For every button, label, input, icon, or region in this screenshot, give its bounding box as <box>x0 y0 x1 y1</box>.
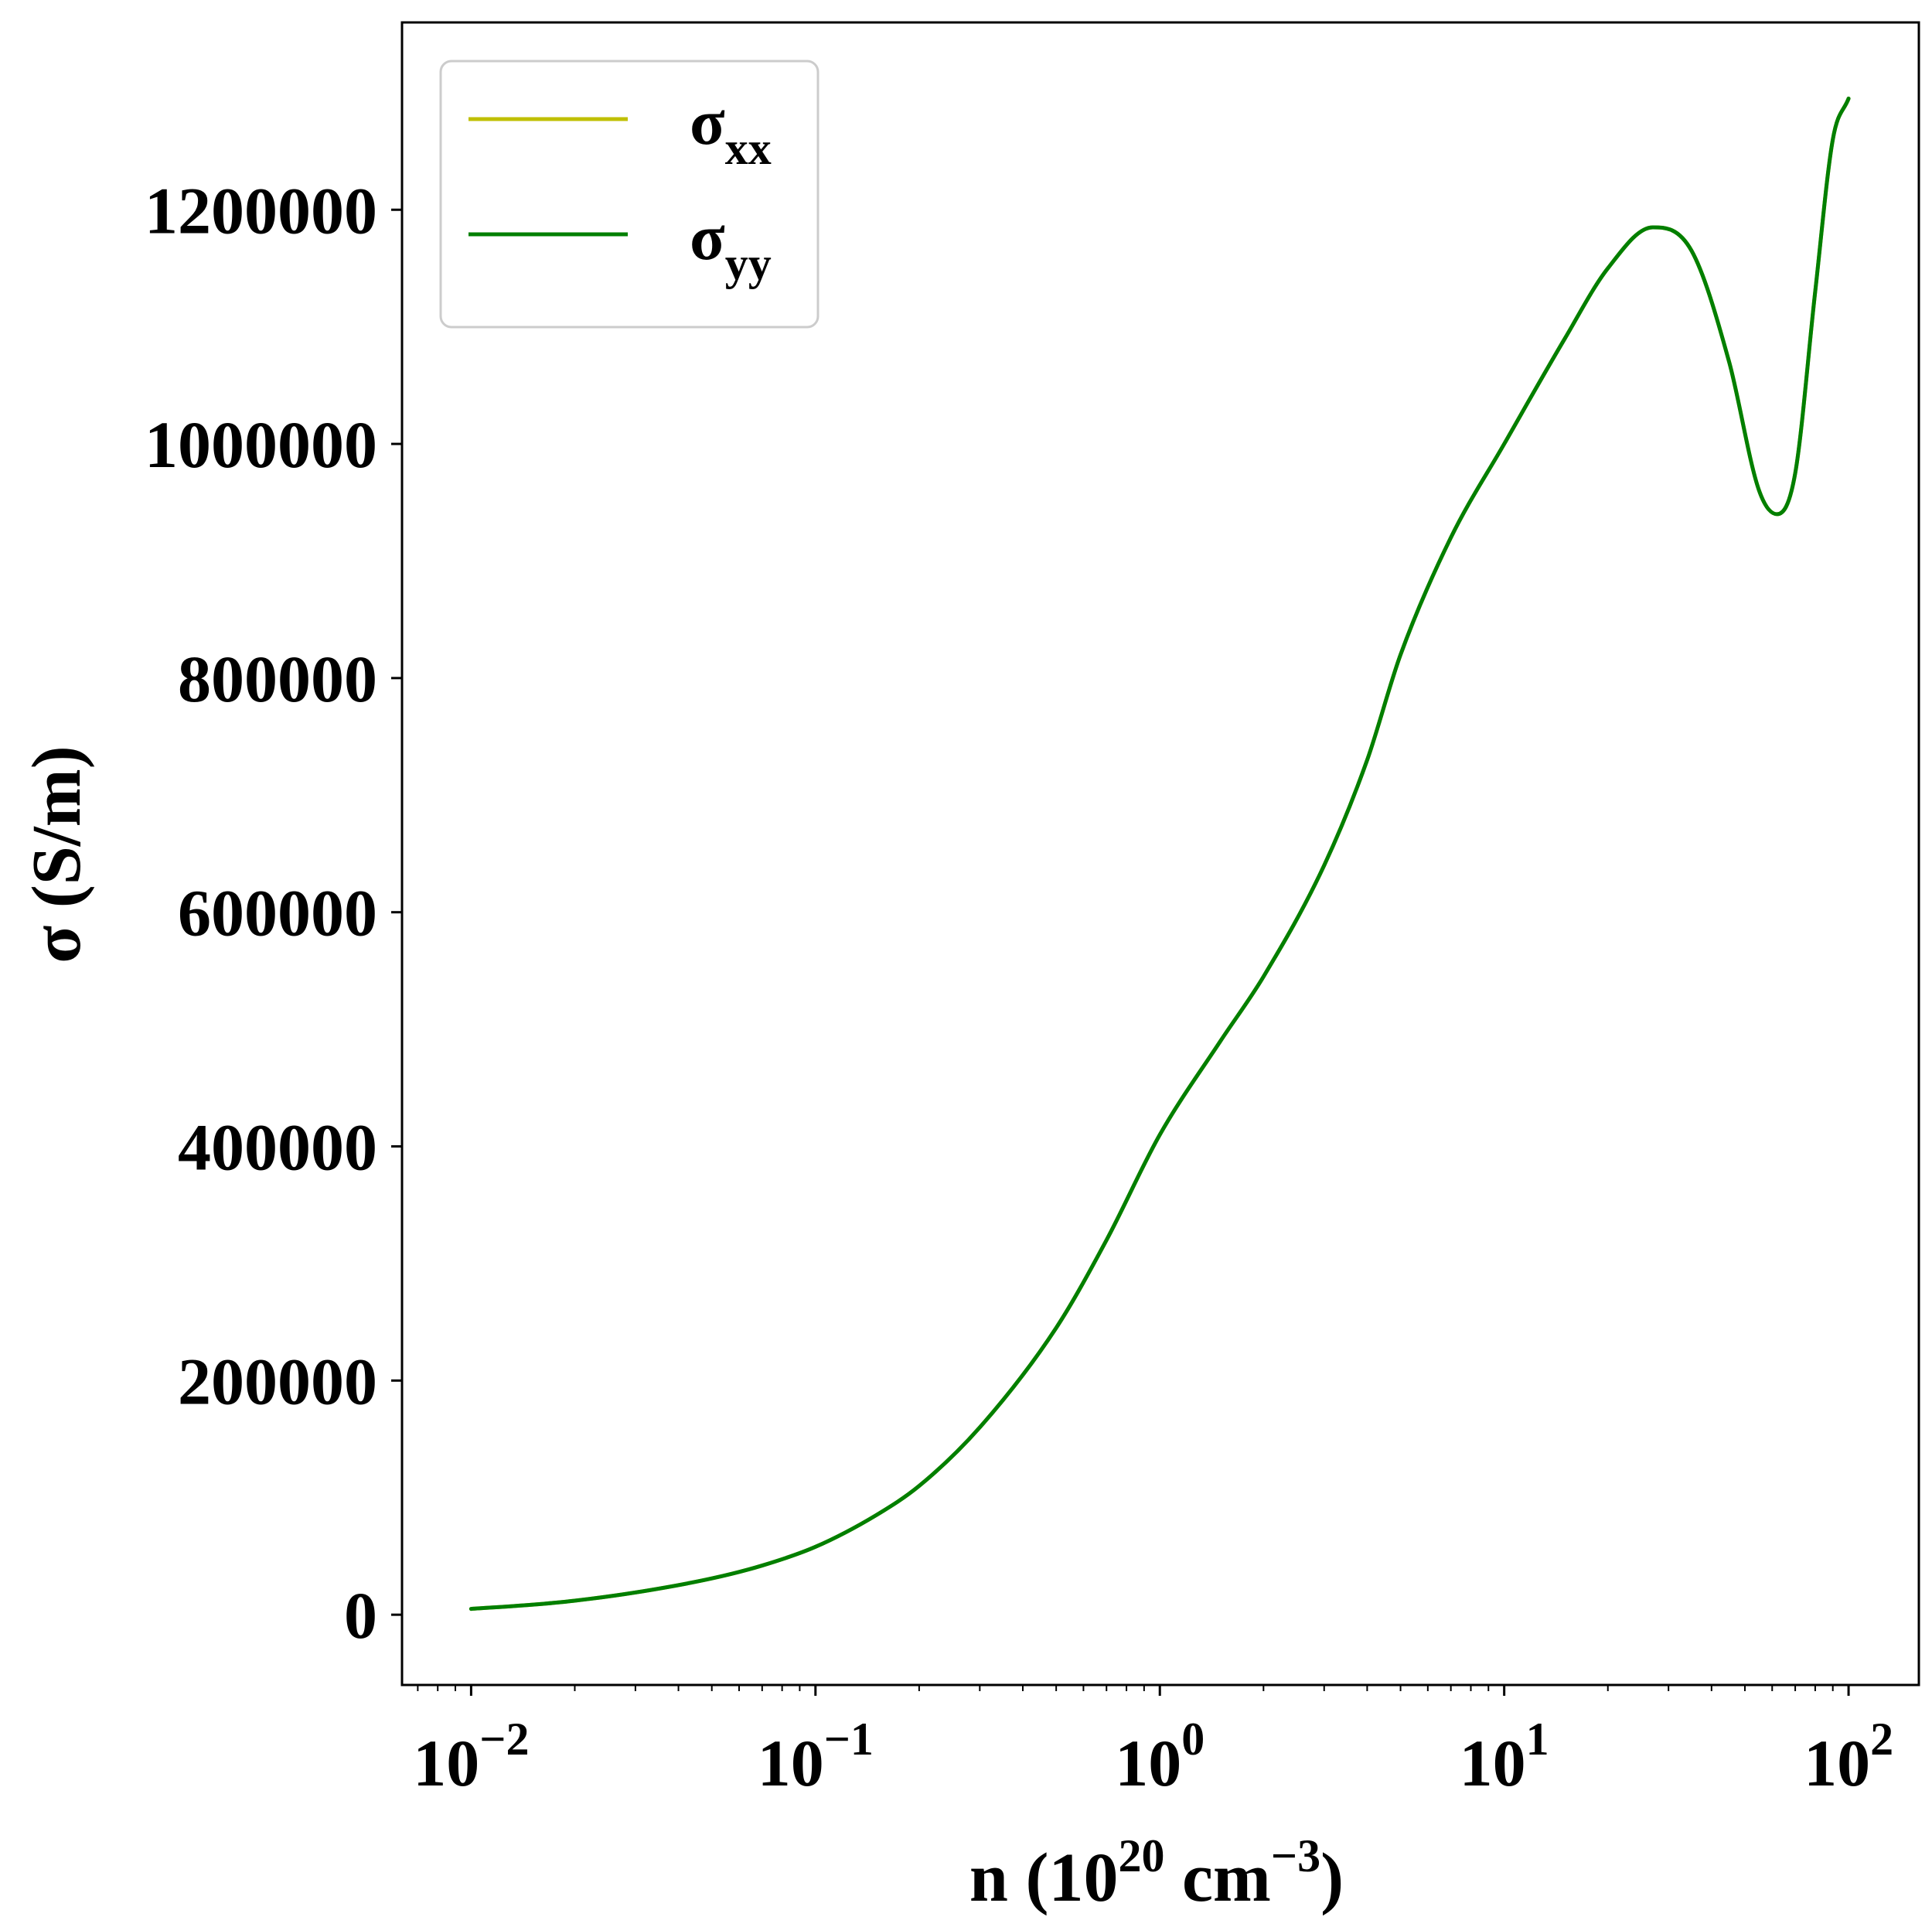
legend-box <box>439 60 819 329</box>
legend: σxx σyy <box>439 60 819 329</box>
x-axis-title-exponent-1: 20 <box>1118 1830 1164 1881</box>
x-axis-title: n (1020 cm−3) <box>969 1830 1344 1916</box>
y-tick-label: 0 <box>344 1578 377 1652</box>
y-tick-label: 1000000 <box>145 408 377 482</box>
series-line-yy <box>469 96 1851 1612</box>
x-tick-label: 102 <box>1804 1714 1893 1800</box>
y-axis-title: σ (S/m) <box>19 745 95 963</box>
x-tick-label: 100 <box>1115 1714 1205 1800</box>
x-tick-label: 10−1 <box>758 1714 874 1800</box>
y-tick-label: 1200000 <box>145 173 377 247</box>
y-tick-label: 800000 <box>178 642 377 716</box>
legend-label-yy: σyy <box>690 202 772 289</box>
x-tick-label: 101 <box>1460 1714 1549 1800</box>
y-tick-label: 600000 <box>178 876 377 950</box>
x-axis: 10−2 10−1 100 101 102 <box>413 1685 1893 1800</box>
series-layer <box>469 96 1851 1612</box>
legend-label-xx: σxx <box>690 87 772 174</box>
y-tick-label: 200000 <box>178 1344 377 1418</box>
y-tick-label: 400000 <box>178 1110 377 1185</box>
y-axis: 0 200000 400000 600000 800000 1000000 1200000 <box>145 173 402 1652</box>
x-axis-title-exponent-2: −3 <box>1271 1830 1320 1881</box>
x-tick-label: 10−2 <box>413 1714 529 1800</box>
